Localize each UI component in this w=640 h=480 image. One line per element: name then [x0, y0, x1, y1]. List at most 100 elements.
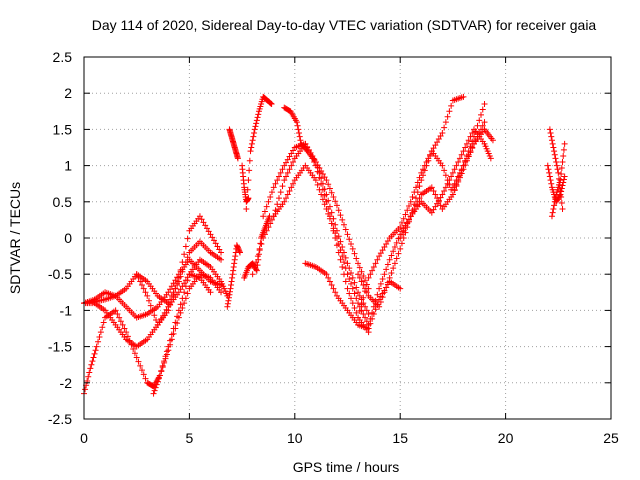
- data-point: [133, 271, 140, 278]
- data-point-interp: [430, 206, 437, 213]
- data-point-interp: [335, 249, 342, 256]
- data-point: [165, 307, 172, 314]
- chart-title: Day 114 of 2020, Sidereal Day-to-day VTE…: [92, 17, 597, 33]
- data-point-interp: [248, 140, 255, 147]
- data-point: [323, 177, 330, 184]
- data-point-interp: [393, 239, 400, 246]
- data-point-interp: [254, 262, 261, 269]
- data-point-interp: [453, 162, 460, 169]
- data-point-interp: [252, 123, 259, 130]
- data-point-interp: [363, 307, 370, 314]
- y-axis-label: SDTVAR / TECUs: [7, 182, 23, 294]
- data-point-interp: [168, 283, 175, 290]
- data-point: [156, 372, 163, 379]
- data-point-interp: [294, 122, 301, 129]
- data-point-interp: [356, 308, 363, 315]
- data-point-interp: [245, 177, 252, 184]
- data-point-interp: [560, 146, 567, 153]
- data-point: [281, 198, 288, 205]
- data-point-interp: [92, 347, 99, 354]
- data-point-interp: [398, 231, 405, 238]
- data-point: [268, 101, 275, 108]
- data-point-interp: [547, 130, 554, 137]
- data-point: [386, 256, 393, 263]
- data-point-interp: [557, 187, 564, 194]
- data-point-interp: [554, 166, 561, 173]
- data-point-interp: [167, 286, 174, 293]
- series-track-o: [281, 104, 372, 292]
- data-point-interp: [402, 211, 409, 218]
- data-point-interp: [553, 158, 560, 165]
- data-point-interp: [250, 133, 257, 140]
- data-point: [281, 177, 288, 184]
- data-point-interp: [272, 207, 279, 214]
- data-point-interp: [356, 274, 363, 281]
- data-point-interp: [332, 221, 339, 228]
- data-point-interp: [349, 285, 356, 292]
- data-point: [397, 245, 404, 252]
- data-point-interp: [332, 289, 339, 296]
- data-point-interp: [339, 244, 346, 251]
- data-point-interp: [137, 278, 144, 285]
- data-point-interp: [430, 145, 437, 152]
- data-point-interp: [339, 216, 346, 223]
- data-point-interp: [330, 215, 337, 222]
- data-point-interp: [254, 253, 261, 260]
- data-point-interp: [265, 224, 272, 231]
- data-point-interp: [290, 158, 297, 165]
- data-point-interp: [348, 269, 355, 276]
- data-point: [559, 206, 566, 213]
- data-point: [365, 274, 372, 281]
- data-point-interp: [437, 202, 444, 209]
- data-point: [544, 162, 551, 169]
- data-point-interp: [251, 130, 258, 137]
- data-point-interp: [448, 102, 455, 109]
- data-point-interp: [416, 183, 423, 190]
- data-point-interp: [409, 193, 416, 200]
- data-point: [218, 289, 225, 296]
- data-point-interp: [435, 197, 442, 204]
- data-point-interp: [360, 273, 367, 280]
- data-point-interp: [398, 240, 405, 247]
- data-point-interp: [351, 250, 358, 257]
- data-point-interp: [318, 180, 325, 187]
- data-point-interp: [456, 155, 463, 162]
- data-point-interp: [272, 180, 279, 187]
- data-point: [355, 300, 362, 307]
- data-point-interp: [251, 265, 258, 272]
- data-point-interp: [558, 193, 565, 200]
- x-tick-label: 20: [498, 430, 514, 446]
- data-point: [397, 285, 404, 292]
- data-point-interp: [159, 362, 166, 369]
- data-point-interp: [479, 122, 486, 129]
- data-point-interp: [182, 283, 189, 290]
- data-point-interp: [321, 174, 328, 181]
- data-point-interp: [558, 165, 565, 172]
- data-point-interp: [435, 136, 442, 143]
- data-point-interp: [455, 173, 462, 180]
- data-point-interp: [253, 259, 260, 266]
- data-point-interp: [337, 212, 344, 219]
- data-point-interp: [91, 350, 98, 357]
- series-track-x: [548, 140, 568, 220]
- data-point-interp: [444, 113, 451, 120]
- data-point: [312, 177, 319, 184]
- data-point-interp: [442, 172, 449, 179]
- data-point-interp: [202, 222, 209, 229]
- y-tick-label: -1: [60, 302, 73, 318]
- data-point-interp: [444, 180, 451, 187]
- data-point-interp: [82, 386, 89, 393]
- data-point-interp: [198, 216, 205, 223]
- data-point-interp: [328, 282, 335, 289]
- data-point-interp: [277, 169, 284, 176]
- data-point-interp: [398, 219, 405, 226]
- data-point-interp: [177, 286, 184, 293]
- data-point-interp: [328, 209, 335, 216]
- data-point-interp: [319, 171, 326, 178]
- data-point-interp: [369, 267, 376, 274]
- data-point-interp: [469, 144, 476, 151]
- data-point: [365, 311, 372, 318]
- data-point: [224, 303, 231, 310]
- data-point-interp: [295, 126, 302, 133]
- y-tick-label: 1: [64, 158, 72, 174]
